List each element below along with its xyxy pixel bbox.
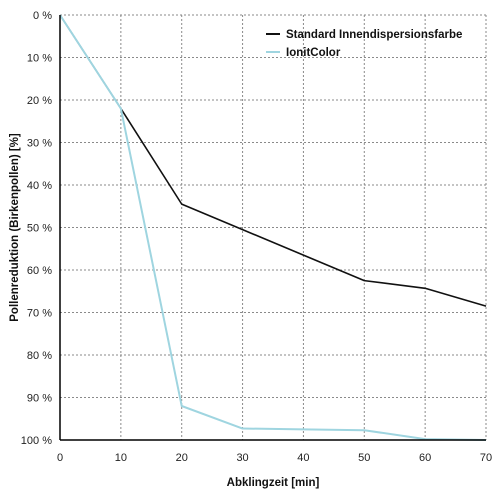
grid xyxy=(60,14,487,440)
x-tick-label: 10 xyxy=(115,452,127,464)
legend: Standard Innendispersionsfarbe IonitColo… xyxy=(266,29,462,59)
legend-label-standard: Standard Innendispersionsfarbe xyxy=(286,29,462,41)
y-tick-label: 60 % xyxy=(27,265,52,277)
y-tick-label: 30 % xyxy=(27,138,52,150)
x-tick-label: 60 xyxy=(419,452,431,464)
y-tick-label: 0 % xyxy=(33,10,52,22)
x-tick-label: 20 xyxy=(176,452,188,464)
x-axis-title: Abklingzeit [min] xyxy=(227,477,320,489)
y-tick-label: 20 % xyxy=(27,95,52,107)
series-lines xyxy=(59,14,487,441)
series-line-standard xyxy=(59,14,487,307)
series-line-ionitcolor xyxy=(59,14,487,441)
x-tick-label: 40 xyxy=(297,452,309,464)
legend-label-ionitcolor: IonitColor xyxy=(286,47,341,59)
y-tick-label: 70 % xyxy=(27,308,52,320)
x-tick-label: 0 xyxy=(57,452,63,464)
y-tick-label: 90 % xyxy=(27,393,52,405)
y-tick-labels: 0 % 10 % 20 % 30 % 40 % 50 % 60 % 70 % 80 % 90 % 1… xyxy=(21,10,52,447)
y-tick-label: 50 % xyxy=(27,223,52,235)
y-axis-title: Pollenreduktion (Birkenpollen) [%] xyxy=(9,133,21,322)
x-tick-label: 50 xyxy=(358,452,370,464)
axes xyxy=(59,15,486,441)
y-tick-label: 100 % xyxy=(21,435,52,447)
x-tick-labels: 0 10 20 30 40 50 60 70 xyxy=(57,452,492,464)
y-tick-label: 10 % xyxy=(27,53,52,65)
y-tick-label: 80 % xyxy=(27,350,52,362)
x-tick-label: 30 xyxy=(236,452,248,464)
y-tick-label: 40 % xyxy=(27,180,52,192)
x-tick-label: 70 xyxy=(480,452,492,464)
